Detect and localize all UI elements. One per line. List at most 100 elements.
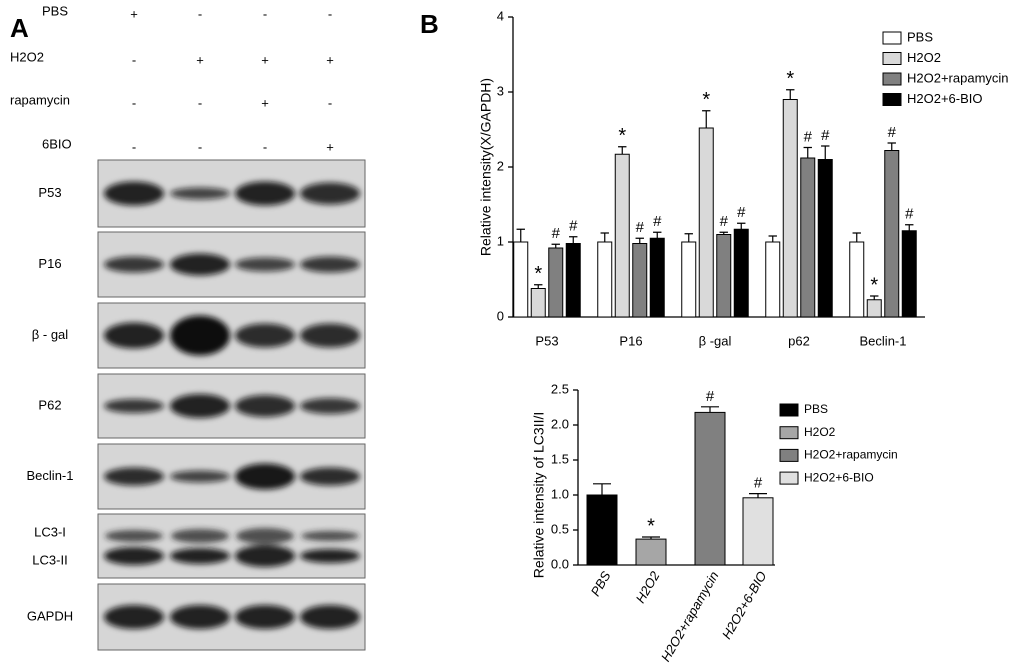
band [170, 187, 230, 200]
bar [565, 243, 581, 318]
significance-mark: * [702, 89, 710, 111]
band [170, 253, 230, 276]
bar [614, 153, 630, 318]
bar [597, 241, 613, 318]
legend-swatch [882, 31, 902, 45]
band [236, 528, 294, 544]
y-axis-label: Relative intensity of LC3II/I [531, 412, 547, 579]
significance-mark: # [636, 219, 645, 236]
band [300, 323, 360, 348]
x-tick-label: β -gal [699, 333, 732, 348]
error-bar [905, 224, 914, 231]
error-bar [618, 146, 627, 155]
legend-swatch [779, 426, 799, 440]
legend-label: H2O2+6-BIO [804, 470, 874, 484]
y-tick-label: 2.0 [551, 416, 569, 431]
band [171, 529, 229, 543]
x-tick-label: P53 [535, 333, 558, 348]
error-bar [852, 232, 861, 242]
error-bar [593, 483, 611, 495]
error-bar [768, 235, 777, 242]
band [300, 605, 360, 629]
bar [513, 241, 529, 318]
significance-mark: # [754, 475, 763, 492]
band [170, 605, 230, 629]
bar [586, 494, 618, 566]
legend-swatch [882, 93, 902, 106]
blot-panel [97, 513, 366, 579]
x-tick-label: Beclin-1 [860, 333, 907, 348]
treatment-label: PBS [42, 3, 68, 18]
legend-label: PBS [804, 402, 828, 416]
band [105, 530, 163, 542]
legend-label: H2O2+rapamycin [907, 70, 1009, 85]
error-bar [642, 536, 660, 540]
band-label: P16 [38, 256, 61, 271]
error-bar [702, 110, 711, 128]
error-bar [737, 222, 746, 230]
treatment-sign: - [198, 139, 202, 154]
legend-label: H2O2 [907, 50, 941, 65]
y-tick-label: 0.5 [551, 521, 569, 536]
treatment-label: H2O2 [10, 49, 44, 64]
significance-mark: # [653, 213, 662, 230]
bar [849, 241, 865, 318]
error-bar [803, 146, 812, 158]
significance-mark: # [804, 128, 813, 145]
legend-swatch [882, 52, 902, 65]
error-bar [516, 228, 525, 242]
y-tick-label: 3 [497, 83, 504, 98]
bands [104, 315, 360, 356]
bar [649, 237, 665, 318]
error-bar [635, 237, 644, 244]
treatment-label: rapamycin [10, 92, 70, 107]
band [104, 467, 164, 486]
band [104, 322, 164, 349]
bar [698, 127, 714, 318]
band-label: GAPDH [27, 608, 73, 623]
y-axis-label: Relative intensity(X/GAPDH) [478, 78, 494, 256]
band [104, 181, 164, 206]
treatment-sign: + [261, 52, 269, 67]
significance-mark: # [569, 218, 578, 235]
y-tick-label: 1 [497, 233, 504, 248]
treatment-sign: - [263, 139, 267, 154]
bar [800, 157, 816, 318]
y-tick-label: 0.0 [551, 556, 569, 571]
error-bar [786, 89, 795, 100]
x-tick-label: H2O2 [633, 568, 663, 606]
x-tick-label: H2O2+rapamycin [658, 569, 722, 664]
error-bar [534, 284, 543, 289]
band [104, 547, 164, 565]
x-tick-label: p62 [788, 333, 810, 348]
treatment-sign: + [261, 95, 269, 110]
band [170, 394, 230, 418]
significance-mark: # [737, 204, 746, 221]
y-tick-label: 1.5 [551, 451, 569, 466]
band [104, 256, 164, 273]
bar [548, 247, 564, 318]
legend-label: H2O2 [804, 425, 836, 439]
band [104, 399, 164, 413]
bands [104, 463, 360, 490]
treatment-sign: + [196, 52, 204, 67]
significance-mark: * [870, 274, 878, 296]
treatment-sign: + [130, 6, 138, 21]
bands [104, 394, 360, 418]
bar [742, 497, 774, 566]
treatment-sign: - [132, 95, 136, 110]
significance-mark: * [647, 515, 655, 537]
panel-label: A [10, 13, 29, 43]
band [170, 548, 230, 564]
error-bar [684, 233, 693, 242]
band [300, 256, 360, 273]
band [235, 181, 295, 206]
significance-mark: # [905, 206, 914, 223]
error-bar [719, 231, 728, 235]
treatment-sign: - [198, 95, 202, 110]
y-tick-label: 4 [497, 8, 504, 23]
error-bar [749, 493, 767, 498]
error-bar [600, 232, 609, 242]
treatment-sign: - [198, 6, 202, 21]
